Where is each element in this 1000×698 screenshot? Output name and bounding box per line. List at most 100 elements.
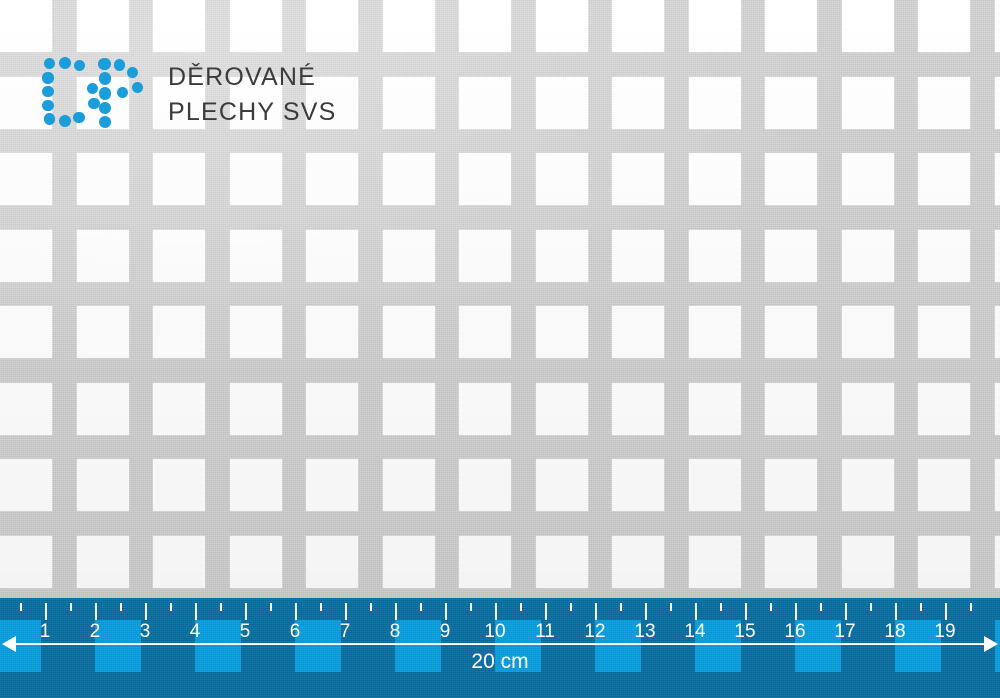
perforation-hole	[612, 76, 664, 129]
perforation-hole	[76, 0, 129, 52]
perforation-hole	[765, 0, 817, 52]
ruler-tick-major	[545, 603, 547, 620]
ruler-tick-major	[195, 603, 197, 620]
ruler-tick-minor	[920, 603, 922, 611]
ruler-cm-label: 4	[189, 621, 201, 642]
perforation-hole	[688, 0, 741, 52]
ruler-tick-minor	[820, 603, 822, 611]
ruler-tick-minor	[370, 603, 372, 611]
perforation-hole	[841, 306, 894, 358]
ruler-tick-minor	[20, 603, 22, 611]
ruler-tick-major	[145, 603, 147, 620]
perforation-hole	[535, 229, 588, 282]
ruler-cm-label: 17	[834, 621, 856, 642]
perforation-hole	[459, 0, 511, 52]
logo-dot	[98, 101, 112, 114]
perforation-hole	[918, 76, 970, 129]
perforation-hole	[612, 0, 664, 52]
ruler-cm-block	[195, 620, 241, 672]
ruler-tick-minor	[420, 603, 422, 611]
perforation-hole	[306, 459, 358, 511]
perforation-hole	[382, 76, 435, 129]
perforation-hole	[0, 535, 52, 588]
perforation-hole	[841, 0, 894, 52]
brand-wordmark: DĚROVANÉ PLECHY SVS	[168, 60, 337, 129]
perforation-hole	[306, 76, 358, 129]
perforation-hole	[459, 153, 511, 205]
ruler-cm-block	[495, 620, 541, 672]
ruler-cm-label: 19	[934, 621, 956, 642]
ruler-tick-minor	[70, 603, 72, 611]
logo-dot	[131, 81, 143, 93]
perforation-hole	[0, 459, 52, 511]
perforation-hole	[535, 459, 588, 511]
perforation-hole	[612, 229, 664, 282]
ruler-tick-major	[445, 603, 447, 620]
total-length-label: 20 cm	[471, 650, 529, 673]
perforation-hole	[688, 459, 741, 511]
ruler-cm-block	[795, 620, 841, 672]
ruler-cm-block	[695, 620, 741, 672]
perforation-hole	[994, 306, 1000, 358]
perforation-hole	[994, 382, 1000, 435]
scale-ruler: 1 2 3 4 5 6 7 8 9 10 11 12 13 14 15 16 17 18 19 20 cm	[0, 598, 1000, 698]
perforation-hole	[765, 535, 817, 588]
perforation-hole	[535, 535, 588, 588]
perforation-hole	[229, 76, 282, 129]
perforation-hole	[459, 76, 511, 129]
perforation-hole	[76, 229, 129, 282]
perforation-hole	[382, 535, 435, 588]
ruler-tick-major	[595, 603, 597, 620]
ruler-tick-minor	[720, 603, 722, 611]
perforation-hole	[76, 459, 129, 511]
logo-dot	[87, 83, 99, 95]
perforation-hole	[0, 382, 52, 435]
perforation-hole	[918, 306, 970, 358]
perforation-hole	[229, 306, 282, 358]
perforation-hole	[382, 382, 435, 435]
perforation-hole	[918, 153, 970, 205]
perforation-hole	[459, 382, 511, 435]
perforation-hole	[76, 306, 129, 358]
perforation-hole	[918, 0, 970, 52]
logo-dot	[74, 60, 86, 72]
perforation-hole	[612, 153, 664, 205]
perforation-hole	[76, 535, 129, 588]
perforation-hole	[765, 459, 817, 511]
logo-dot	[43, 113, 55, 125]
ruler-tick-major	[745, 603, 747, 620]
perforation-hole	[535, 0, 588, 52]
perforation-hole	[229, 535, 282, 588]
ruler-cm-block	[95, 620, 141, 672]
logo-dot	[116, 86, 129, 98]
perforation-hole	[153, 306, 205, 358]
ruler-tick-minor	[320, 603, 322, 611]
perforation-hole	[0, 229, 52, 282]
dp-dot-matrix-logo-icon	[40, 52, 160, 140]
ruler-tick-major	[895, 603, 897, 620]
perforation-hole	[535, 382, 588, 435]
ruler-tick-major	[245, 603, 247, 620]
ruler-cm-label: 6	[289, 621, 301, 642]
perforation-hole	[76, 153, 129, 205]
ruler-tick-minor	[120, 603, 122, 611]
perforation-hole	[459, 535, 511, 588]
perforation-hole	[382, 0, 435, 52]
perforation-hole	[535, 306, 588, 358]
logo-dot	[98, 57, 111, 70]
ruler-cm-block	[295, 620, 341, 672]
ruler-tick-minor	[470, 603, 472, 611]
ruler-cm-label: 18	[884, 621, 906, 642]
ruler-tick-minor	[870, 603, 872, 611]
ruler-tick-major	[945, 603, 947, 620]
perforation-hole	[382, 153, 435, 205]
ruler-cm-block	[595, 620, 641, 672]
perforation-hole	[229, 0, 282, 52]
ruler-cm-label: 13	[634, 621, 656, 642]
perforation-hole	[153, 76, 205, 129]
ruler-tick-major	[295, 603, 297, 620]
perforation-hole	[0, 153, 52, 205]
logo-dot	[43, 58, 55, 70]
ruler-cm-label: 15	[734, 621, 756, 642]
perforation-hole	[841, 535, 894, 588]
